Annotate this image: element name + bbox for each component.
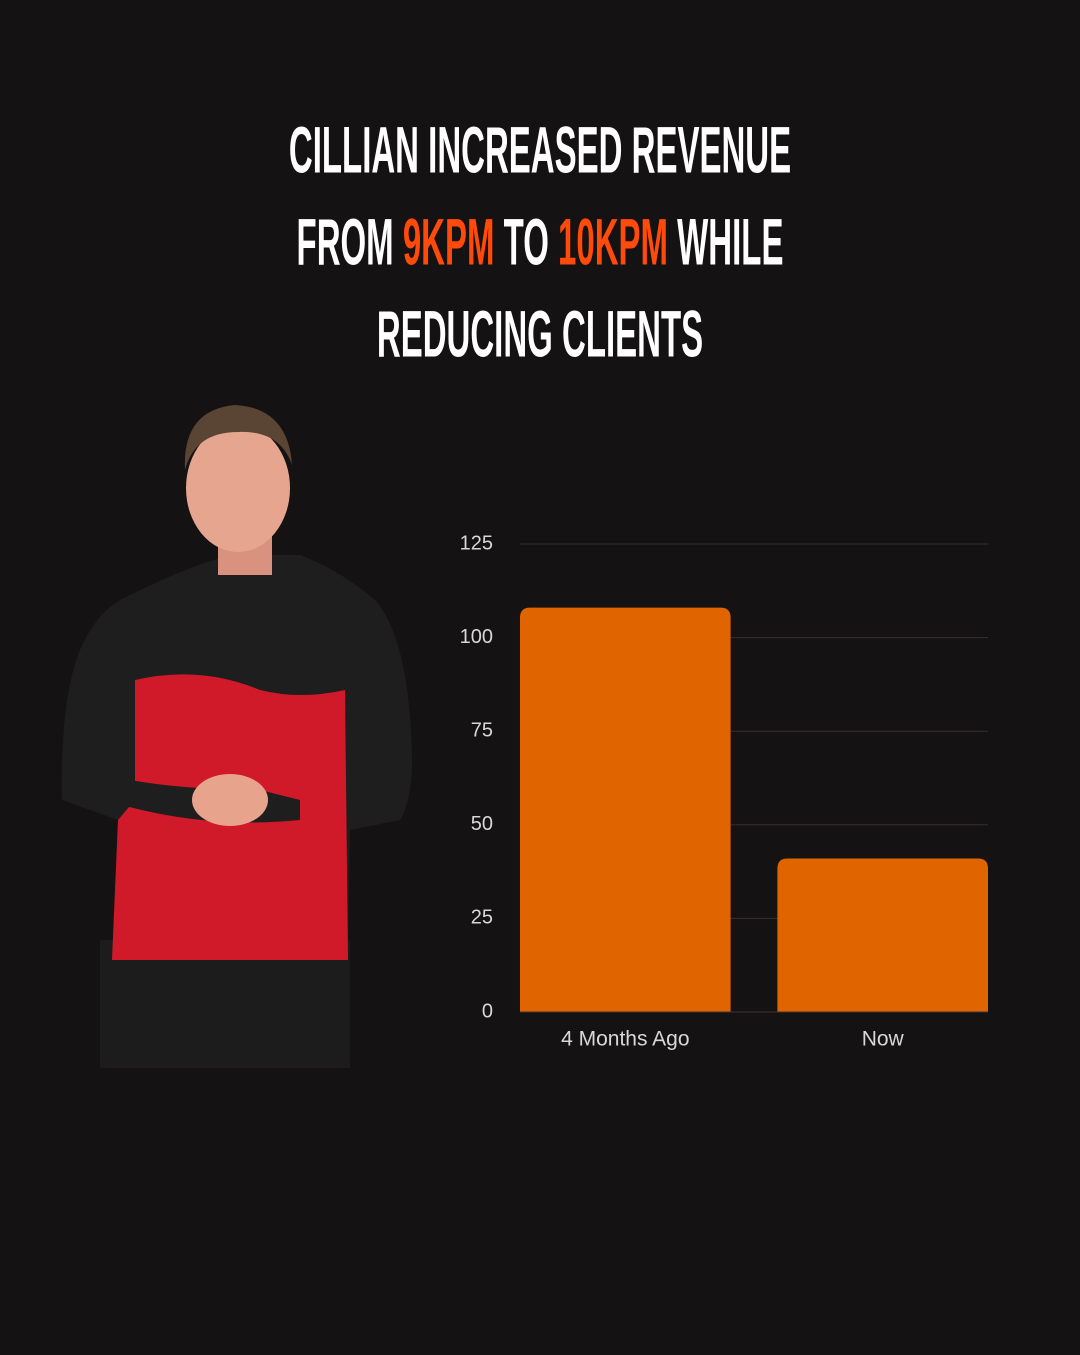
y-tick-label: 50 <box>471 813 493 835</box>
y-tick-label: 0 <box>482 1000 493 1022</box>
face <box>186 424 290 552</box>
title-line: REDUCING CLIENTS <box>377 298 703 371</box>
y-tick-label: 25 <box>471 907 493 929</box>
person-photo <box>61 405 413 1068</box>
title-text: FROM <box>297 206 403 279</box>
y-tick-label: 75 <box>471 719 493 741</box>
title-line: FROM 9KPM TO 10KPM WHILE <box>297 206 784 279</box>
x-tick-label: Now <box>862 1028 905 1051</box>
title-line-group: CILLIAN INCREASED REVENUE <box>289 114 791 187</box>
title-text: TO <box>494 206 558 279</box>
title-text: WHILE <box>668 206 783 279</box>
x-tick-label: 4 Months Ago <box>561 1028 689 1051</box>
title-line-group: FROM 9KPM TO 10KPM WHILE <box>297 206 784 279</box>
y-tick-label: 100 <box>460 626 493 648</box>
title-text: REDUCING CLIENTS <box>377 298 703 371</box>
bar <box>520 607 731 1012</box>
y-tick-label: 125 <box>460 532 493 554</box>
bar-chart: 0 25 50 75 100 125 4 Months Ago Now <box>460 532 988 1051</box>
hands <box>192 774 268 826</box>
title-line-group: REDUCING CLIENTS <box>377 298 703 371</box>
hair <box>184 405 292 470</box>
bar <box>777 858 988 1012</box>
title-text: CILLIAN INCREASED REVENUE <box>289 114 791 187</box>
title: CILLIAN INCREASED REVENUE FROM 9KPM TO 10… <box>289 114 791 371</box>
title-line: CILLIAN INCREASED REVENUE <box>289 114 791 187</box>
title-highlight: 9KPM <box>403 206 495 279</box>
title-highlight: 10KPM <box>558 206 668 279</box>
trousers <box>100 940 350 1068</box>
